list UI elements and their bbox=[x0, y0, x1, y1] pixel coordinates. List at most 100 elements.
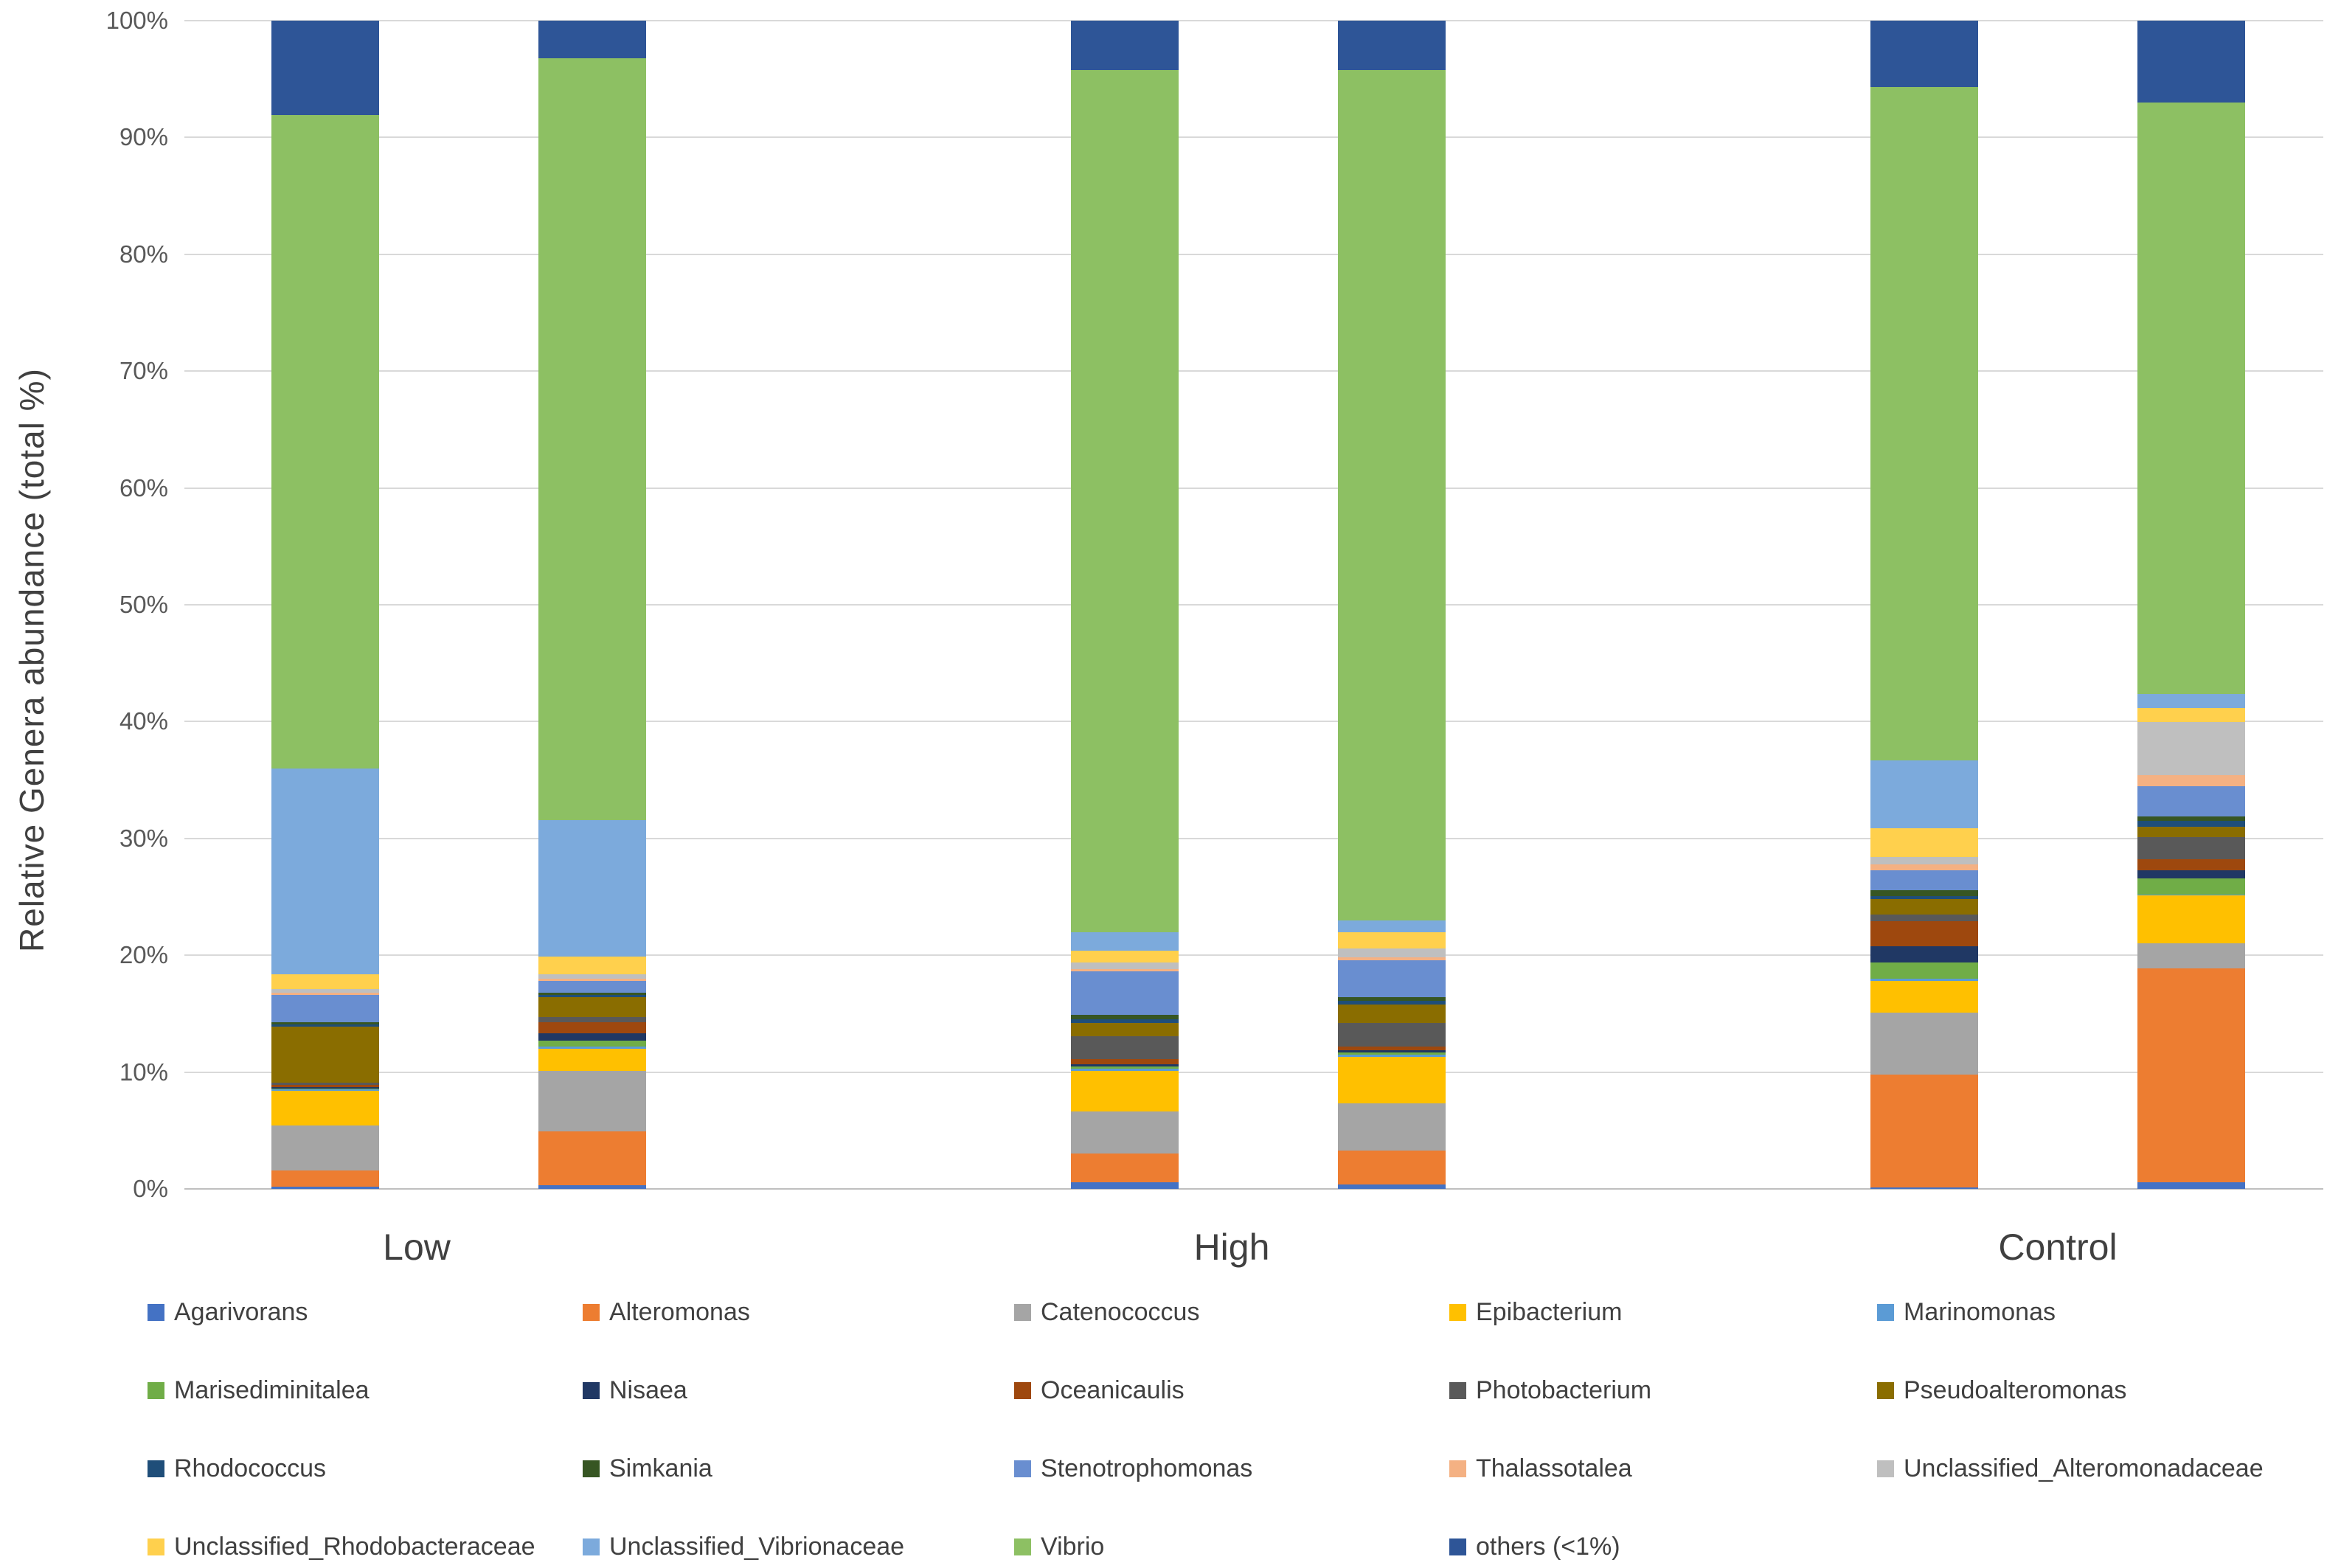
bar-segment-marinomonas bbox=[271, 1089, 379, 1091]
legend-swatch-stenotrophomonas bbox=[1014, 1460, 1031, 1477]
bar-segment-simkania bbox=[1870, 889, 1978, 896]
bar-segment-epibacterium bbox=[538, 1048, 646, 1072]
gridline bbox=[184, 721, 2323, 723]
bar-segment-agarivorans bbox=[1870, 1187, 1978, 1189]
legend-label: Catenococcus bbox=[1041, 1298, 1200, 1326]
bar-segment-nisaea bbox=[1870, 946, 1978, 962]
bar-segment-alteromonas bbox=[1338, 1150, 1446, 1184]
legend-item-unclassified-rhodobacteraceae: Unclassified_Rhodobacteraceae bbox=[148, 1533, 535, 1561]
bar-segment-unclassified-rhodobacteraceae bbox=[538, 956, 646, 974]
x-axis-label-low: Low bbox=[383, 1227, 451, 1268]
legend-swatch-agarivorans bbox=[148, 1304, 164, 1321]
bar-segment-simkania bbox=[271, 1021, 379, 1024]
legend-label: Unclassified_Rhodobacteraceae bbox=[174, 1533, 535, 1561]
gridline bbox=[184, 604, 2323, 606]
bar-segment-catenococcus bbox=[1071, 1111, 1179, 1154]
bar-segment-vibrio bbox=[1870, 87, 1978, 760]
legend-item-others-1-: others (<1%) bbox=[1449, 1533, 1620, 1561]
bar-segment-pseudoalteromonas bbox=[1071, 1023, 1179, 1036]
bar-segment-unclassified-alteromonadaceae bbox=[2137, 721, 2245, 776]
bar-segment-marisediminitalea bbox=[1870, 962, 1978, 979]
bar-segment-marisediminitalea bbox=[2137, 878, 2245, 895]
bar-segment-vibrio bbox=[1338, 69, 1446, 920]
bar-segment-marisediminitalea bbox=[271, 1088, 379, 1090]
legend-label: others (<1%) bbox=[1476, 1533, 1620, 1561]
bar-segment-unclassified-alteromonadaceae bbox=[538, 974, 646, 979]
legend-item-epibacterium: Epibacterium bbox=[1449, 1298, 1622, 1327]
legend-item-pseudoalteromonas: Pseudoalteromonas bbox=[1877, 1376, 2126, 1405]
bar-segment-nisaea bbox=[538, 1033, 646, 1041]
legend-item-unclassified-alteromonadaceae: Unclassified_Alteromonadaceae bbox=[1877, 1454, 2264, 1483]
legend-item-oceanicaulis: Oceanicaulis bbox=[1014, 1376, 1185, 1405]
bar-segment-alteromonas bbox=[538, 1131, 646, 1186]
bar-segment-others-1- bbox=[1870, 21, 1978, 88]
gridline bbox=[184, 487, 2323, 489]
bar-low-2 bbox=[538, 21, 646, 1189]
bar-segment-thalassotalea bbox=[2137, 775, 2245, 786]
legend-swatch-rhodococcus bbox=[148, 1460, 164, 1477]
legend-swatch-unclassified-vibrionaceae bbox=[583, 1538, 600, 1555]
bar-segment-photobacterium bbox=[1870, 914, 1978, 922]
bar-segment-catenococcus bbox=[2137, 943, 2245, 968]
bar-segment-photobacterium bbox=[271, 1082, 379, 1086]
legend-item-stenotrophomonas: Stenotrophomonas bbox=[1014, 1454, 1252, 1483]
bar-segment-unclassified-alteromonadaceae bbox=[1071, 962, 1179, 970]
bar-segment-pseudoalteromonas bbox=[271, 1026, 379, 1083]
bar-segment-simkania bbox=[1071, 1015, 1179, 1020]
bar-segment-rhodococcus bbox=[1870, 895, 1978, 900]
y-axis-tick-label: 20% bbox=[119, 941, 168, 969]
legend-swatch-oceanicaulis bbox=[1014, 1382, 1031, 1399]
bar-segment-marinomonas bbox=[1071, 1068, 1179, 1072]
bar-segment-unclassified-vibrionaceae bbox=[2137, 693, 2245, 708]
legend-item-marinomonas: Marinomonas bbox=[1877, 1298, 2056, 1327]
y-axis-tick-label: 90% bbox=[119, 123, 168, 151]
y-axis-title: Relative Genera abundance (total %) bbox=[13, 368, 51, 952]
bar-high-2 bbox=[1338, 21, 1446, 1189]
bar-segment-thalassotalea bbox=[538, 979, 646, 982]
legend-swatch-pseudoalteromonas bbox=[1877, 1382, 1894, 1399]
bar-segment-pseudoalteromonas bbox=[2137, 827, 2245, 838]
y-axis-tick-label: 50% bbox=[119, 591, 168, 618]
legend-item-vibrio: Vibrio bbox=[1014, 1533, 1104, 1561]
bar-segment-agarivorans bbox=[1338, 1184, 1446, 1189]
bar-segment-vibrio bbox=[1071, 69, 1179, 932]
bar-segment-epibacterium bbox=[1338, 1057, 1446, 1104]
legend-label: Marisediminitalea bbox=[174, 1376, 370, 1404]
bar-segment-oceanicaulis bbox=[1870, 921, 1978, 946]
bar-segment-unclassified-alteromonadaceae bbox=[271, 989, 379, 993]
bar-segment-stenotrophomonas bbox=[2137, 785, 2245, 816]
bar-segment-unclassified-vibrionaceae bbox=[271, 768, 379, 974]
bar-segment-alteromonas bbox=[2137, 968, 2245, 1182]
plot-area bbox=[184, 20, 2323, 1190]
legend-label: Marinomonas bbox=[1904, 1298, 2056, 1326]
y-axis-tick-label: 0% bbox=[133, 1175, 168, 1202]
bar-segment-stenotrophomonas bbox=[271, 995, 379, 1022]
x-axis-line bbox=[184, 1188, 2323, 1190]
bar-segment-stenotrophomonas bbox=[1071, 971, 1179, 1016]
legend-label: Unclassified_Vibrionaceae bbox=[609, 1533, 905, 1561]
legend-swatch-unclassified-rhodobacteraceae bbox=[148, 1538, 164, 1555]
legend-swatch-photobacterium bbox=[1449, 1382, 1466, 1399]
legend-label: Vibrio bbox=[1041, 1533, 1105, 1561]
bar-segment-stenotrophomonas bbox=[1870, 870, 1978, 890]
bar-segment-others-1- bbox=[538, 21, 646, 58]
bar-segment-others-1- bbox=[1338, 21, 1446, 70]
bar-segment-nisaea bbox=[1338, 1050, 1446, 1052]
bar-segment-simkania bbox=[1338, 997, 1446, 1002]
bar-low-1 bbox=[271, 21, 379, 1189]
bar-segment-marisediminitalea bbox=[1338, 1052, 1446, 1055]
gridline bbox=[184, 370, 2323, 372]
bar-segment-simkania bbox=[2137, 816, 2245, 822]
legend-label: Photobacterium bbox=[1476, 1376, 1652, 1404]
gridline bbox=[184, 837, 2323, 839]
y-axis-tick-label: 80% bbox=[119, 240, 168, 268]
bar-segment-nisaea bbox=[1071, 1064, 1179, 1066]
legend-swatch-catenococcus bbox=[1014, 1304, 1031, 1321]
bar-segment-catenococcus bbox=[271, 1125, 379, 1170]
bar-segment-epibacterium bbox=[271, 1090, 379, 1126]
legend-label: Simkania bbox=[609, 1454, 712, 1482]
legend-item-unclassified-vibrionaceae: Unclassified_Vibrionaceae bbox=[583, 1533, 904, 1561]
bar-segment-rhodococcus bbox=[1071, 1019, 1179, 1024]
bar-segment-photobacterium bbox=[1338, 1023, 1446, 1047]
